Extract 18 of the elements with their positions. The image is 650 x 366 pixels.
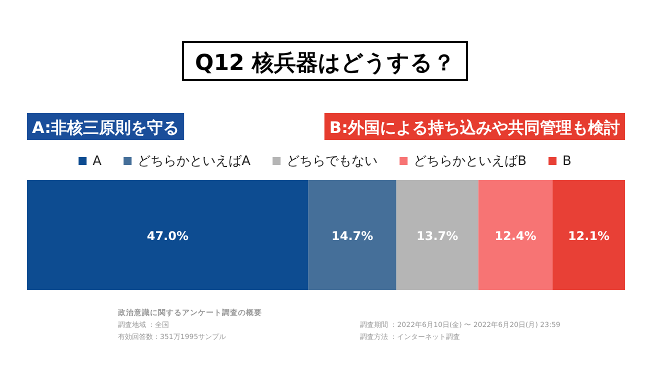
legend-label: どちらかといえばA	[138, 154, 251, 169]
chart-title: Q12 核兵器はどうする？	[195, 51, 455, 76]
bar	[478, 180, 553, 290]
data-label: 14.7%	[332, 229, 374, 243]
bar	[308, 180, 396, 290]
bar	[396, 180, 478, 290]
data-label: 12.1%	[568, 229, 610, 243]
legend-label: どちらかといえばB	[414, 154, 526, 169]
legend-label: A	[92, 154, 102, 169]
bar	[552, 180, 625, 290]
data-label: 47.0%	[146, 229, 188, 243]
data-label: 12.4%	[494, 229, 536, 243]
legend-label: どちらでもない	[286, 154, 378, 169]
bar	[27, 180, 308, 290]
text: A:非核三原則を守る	[32, 118, 180, 137]
legend-label: B	[562, 154, 572, 169]
data-label: 13.7%	[416, 229, 458, 243]
text: B:外国による持ち込みや共同管理も検討	[329, 118, 620, 137]
